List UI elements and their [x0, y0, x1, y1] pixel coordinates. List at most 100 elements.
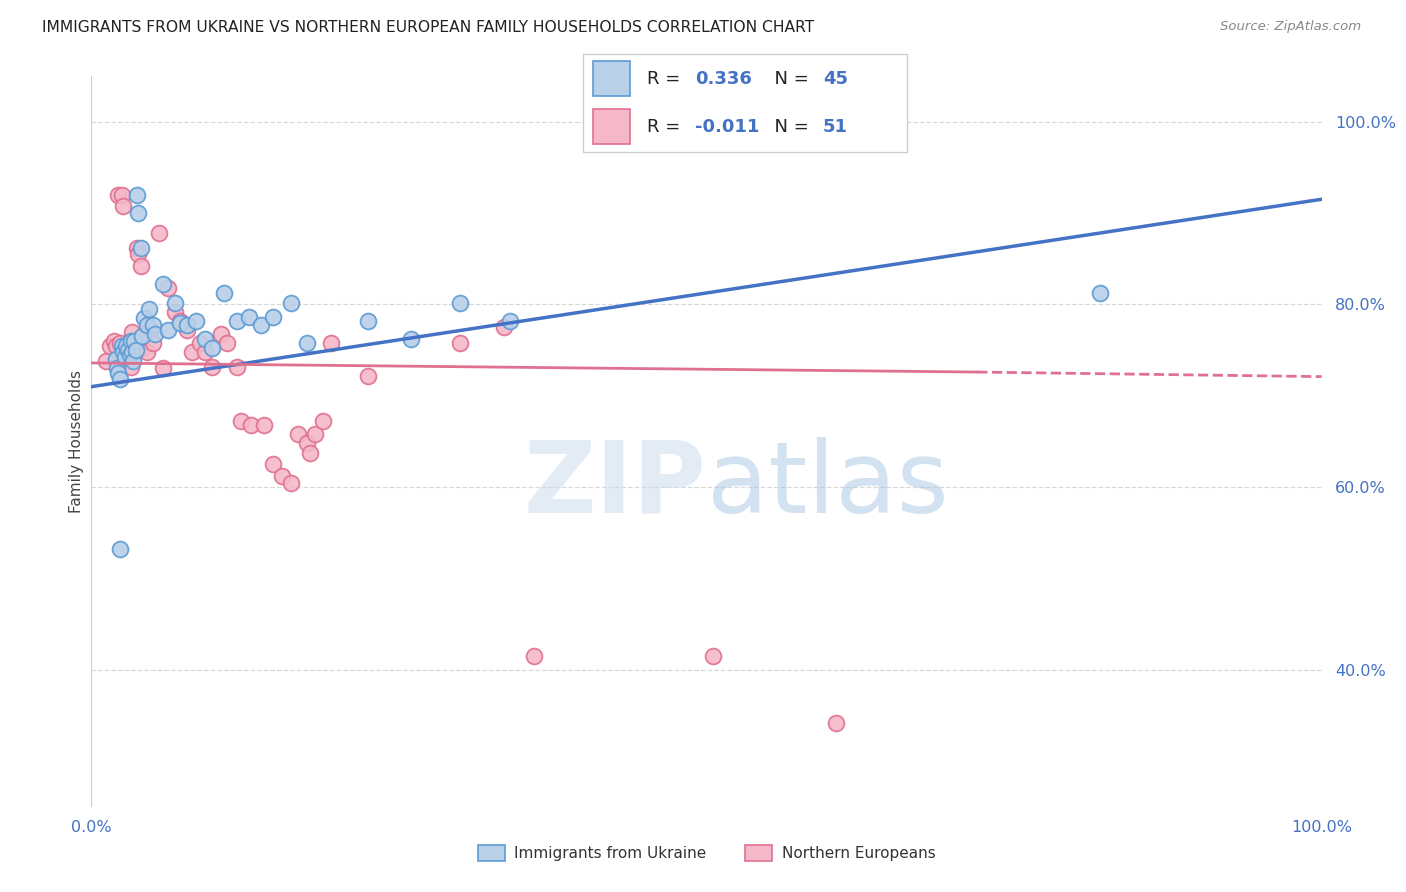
Point	[176, 318, 198, 332]
Point	[131, 329, 153, 343]
Point	[163, 304, 186, 318]
Point	[142, 318, 165, 332]
Point	[114, 351, 136, 365]
FancyBboxPatch shape	[593, 110, 630, 144]
Point	[132, 341, 155, 355]
FancyBboxPatch shape	[593, 62, 630, 95]
Point	[295, 436, 318, 450]
Point	[145, 326, 166, 341]
Point	[96, 354, 117, 368]
Point	[280, 295, 302, 310]
Point	[156, 281, 179, 295]
Point	[250, 318, 273, 332]
Point	[304, 427, 326, 442]
Point	[262, 458, 284, 472]
Point	[1088, 286, 1111, 301]
Point	[103, 334, 125, 348]
Point	[138, 301, 160, 316]
Point	[176, 323, 198, 337]
Point	[523, 649, 546, 664]
Text: N =: N =	[763, 70, 814, 87]
Point	[108, 335, 131, 350]
Point	[129, 259, 152, 273]
Point	[498, 314, 520, 328]
Point	[225, 314, 247, 328]
Text: 51: 51	[823, 118, 848, 136]
Point	[111, 187, 134, 202]
Point	[148, 226, 170, 240]
Point	[311, 414, 335, 428]
Point	[295, 335, 318, 350]
Point	[357, 368, 380, 383]
Text: R =: R =	[647, 70, 686, 87]
Point	[299, 445, 322, 459]
Point	[156, 323, 179, 337]
Point	[105, 352, 127, 367]
Point	[124, 334, 146, 348]
Point	[152, 277, 174, 292]
Text: ZIP: ZIP	[523, 437, 706, 534]
Point	[399, 332, 422, 346]
Point	[181, 345, 204, 359]
Point	[201, 341, 224, 355]
Point	[135, 345, 157, 359]
Point	[127, 247, 149, 261]
Text: IMMIGRANTS FROM UKRAINE VS NORTHERN EUROPEAN FAMILY HOUSEHOLDS CORRELATION CHART: IMMIGRANTS FROM UKRAINE VS NORTHERN EURO…	[42, 20, 814, 35]
Point	[169, 314, 191, 328]
Point	[120, 334, 142, 348]
Point	[271, 469, 294, 483]
Point	[139, 323, 162, 337]
Text: 45: 45	[823, 70, 848, 87]
Y-axis label: Family Households: Family Households	[69, 370, 84, 513]
Text: Source: ZipAtlas.com: Source: ZipAtlas.com	[1220, 20, 1361, 33]
Point	[117, 345, 139, 359]
Point	[262, 310, 284, 325]
Point	[253, 418, 276, 433]
Point	[129, 241, 152, 255]
Point	[193, 332, 217, 346]
Point	[702, 649, 724, 664]
Point	[122, 354, 145, 368]
Point	[135, 318, 157, 332]
Point	[824, 716, 846, 731]
Point	[287, 427, 309, 442]
Point	[188, 335, 211, 350]
Point	[225, 359, 247, 374]
Point	[111, 338, 134, 352]
Point	[209, 326, 232, 341]
Point	[449, 335, 471, 350]
Point	[238, 310, 260, 325]
Text: N =: N =	[763, 118, 814, 136]
Point	[127, 206, 149, 220]
Point	[152, 361, 174, 376]
Point	[107, 366, 129, 380]
Point	[193, 345, 217, 359]
Point	[163, 295, 186, 310]
Point	[120, 359, 142, 374]
Point	[169, 316, 191, 330]
Point	[134, 311, 156, 326]
Point	[107, 187, 129, 202]
Point	[240, 418, 263, 433]
Point	[118, 348, 141, 362]
Point	[142, 335, 165, 350]
Point	[105, 338, 127, 352]
Point	[124, 343, 146, 358]
Text: R =: R =	[647, 118, 686, 136]
Point	[280, 475, 302, 490]
Point	[117, 343, 139, 358]
Point	[98, 338, 121, 352]
Point	[108, 542, 131, 557]
Legend: Immigrants from Ukraine, Northern Europeans: Immigrants from Ukraine, Northern Europe…	[470, 838, 943, 869]
Point	[121, 345, 143, 359]
Text: atlas: atlas	[706, 437, 948, 534]
Point	[108, 372, 131, 386]
Point	[125, 187, 148, 202]
Text: 0.336: 0.336	[695, 70, 752, 87]
Point	[114, 338, 138, 352]
Point	[231, 414, 253, 428]
Point	[449, 295, 471, 310]
Point	[125, 241, 148, 255]
Point	[357, 314, 380, 328]
Point	[212, 286, 235, 301]
